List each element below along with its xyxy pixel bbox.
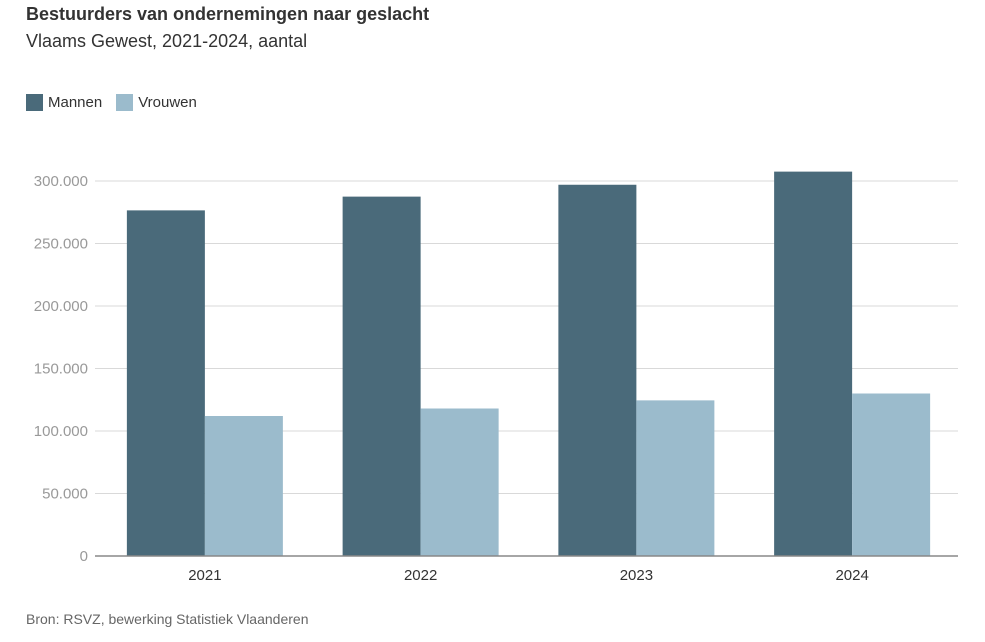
x-tick-label: 2022 — [404, 567, 437, 584]
legend-item-vrouwen[interactable]: Vrouwen — [116, 94, 197, 111]
legend-swatch-mannen — [26, 94, 43, 111]
source-note: Bron: RSVZ, bewerking Statistiek Vlaande… — [26, 611, 309, 627]
bar-mannen-2024 — [774, 171, 853, 556]
legend-label-mannen: Mannen — [48, 94, 103, 111]
y-tick-label: 300.000 — [34, 173, 88, 190]
y-tick-label: 250.000 — [34, 236, 88, 253]
y-tick-label: 200.000 — [34, 298, 88, 315]
chart-legend: Mannen Vrouwen — [26, 94, 211, 111]
y-tick-label: 150.000 — [34, 361, 88, 378]
bar-vrouwen-2023 — [636, 400, 715, 556]
bar-vrouwen-2021 — [204, 416, 283, 556]
legend-item-mannen[interactable]: Mannen — [26, 94, 102, 111]
chart-subtitle: Vlaams Gewest, 2021-2024, aantal — [26, 31, 308, 51]
x-tick-label: 2023 — [620, 567, 653, 584]
bar-mannen-2021 — [126, 210, 205, 556]
bar-vrouwen-2024 — [852, 393, 931, 556]
x-tick-label: 2024 — [835, 567, 868, 584]
bar-mannen-2022 — [342, 196, 421, 556]
x-tick-label: 2021 — [188, 567, 221, 584]
y-tick-label: 50.000 — [42, 486, 88, 503]
bar-chart: 0 50.000 100.000 150.000 200.000 250.000 300.0… — [34, 171, 958, 584]
bar-mannen-2023 — [558, 184, 637, 556]
bar-vrouwen-2022 — [420, 408, 499, 556]
chart-title: Bestuurders van ondernemingen naar gesla… — [26, 4, 430, 24]
y-tick-label: 0 — [80, 548, 88, 565]
y-tick-label: 100.000 — [34, 423, 88, 440]
legend-label-vrouwen: Vrouwen — [138, 94, 197, 111]
legend-swatch-vrouwen — [116, 94, 134, 111]
